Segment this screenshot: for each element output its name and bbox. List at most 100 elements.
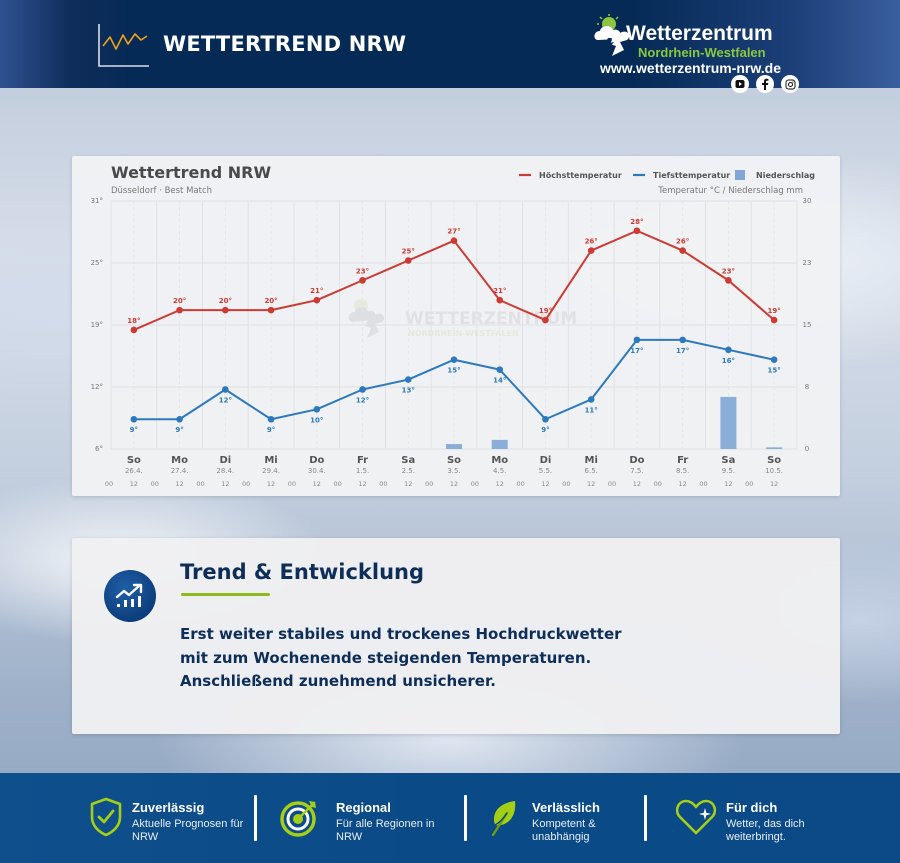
data-label: 11° bbox=[585, 406, 598, 414]
day-label: Fr bbox=[357, 455, 368, 466]
page-title: WETTERTREND NRW bbox=[163, 32, 407, 56]
data-label: 9° bbox=[130, 426, 138, 434]
youtube-icon[interactable] bbox=[731, 75, 749, 93]
chart-title: Wettertrend NRW bbox=[111, 163, 271, 182]
chart-card: Wettertrend NRW Düsseldorf · Best Match … bbox=[72, 156, 840, 496]
data-label: 26° bbox=[676, 238, 689, 246]
hour-label: 00 bbox=[516, 480, 524, 488]
data-label: 15° bbox=[447, 367, 460, 375]
data-label: 28° bbox=[630, 218, 643, 226]
day-label: So bbox=[127, 455, 141, 466]
y2-axis-tick: 0 bbox=[805, 445, 809, 453]
data-point bbox=[770, 316, 778, 324]
hour-label: 12 bbox=[770, 480, 778, 488]
date-label: 30.4. bbox=[308, 467, 326, 475]
trend-card: Trend & Entwicklung Erst weiter stabiles… bbox=[72, 538, 840, 734]
feature-title: Verlässlich bbox=[532, 800, 600, 815]
data-point bbox=[679, 336, 686, 344]
feature-desc: Wetter, das dich weiterbringt. bbox=[726, 818, 805, 843]
hour-label: 12 bbox=[679, 480, 687, 488]
data-label: 9° bbox=[175, 426, 183, 434]
data-point bbox=[633, 336, 641, 344]
precipitation-bars bbox=[446, 396, 783, 449]
facebook-icon[interactable] bbox=[756, 75, 774, 93]
trend-up-chart-icon bbox=[104, 570, 156, 622]
hour-label: 00 bbox=[105, 480, 113, 488]
date-label: 9.5. bbox=[722, 467, 735, 475]
chart-subtitle: Düsseldorf · Best Match bbox=[111, 186, 212, 196]
day-label: Sa bbox=[721, 455, 735, 466]
hour-label: 12 bbox=[267, 480, 275, 488]
data-point bbox=[633, 227, 641, 235]
date-label: 5.5. bbox=[539, 467, 552, 475]
precip-bar bbox=[446, 444, 462, 449]
hour-label: 00 bbox=[242, 480, 250, 488]
legend-item: Tiefsttemperatur bbox=[653, 171, 730, 180]
date-label: 29.4. bbox=[262, 467, 280, 475]
hour-label: 00 bbox=[745, 480, 753, 488]
instagram-icon[interactable] bbox=[781, 75, 799, 93]
feature-desc: Aktuelle Prognosen für NRW bbox=[132, 818, 244, 843]
brand-region: Nordrhein-Westfalen bbox=[638, 45, 766, 60]
hour-label: 12 bbox=[130, 480, 138, 488]
y2-axis-tick: 15 bbox=[803, 321, 812, 329]
data-point bbox=[587, 396, 595, 403]
hour-label: 12 bbox=[633, 480, 641, 488]
hour-label: 12 bbox=[175, 480, 183, 488]
feature-title: Zuverlässig bbox=[132, 800, 205, 815]
date-label: 4.5. bbox=[493, 467, 506, 475]
data-label: 20° bbox=[264, 297, 277, 305]
day-label: Mi bbox=[264, 455, 277, 466]
data-label: 13° bbox=[402, 387, 415, 395]
brand-url-link[interactable]: www.wetterzentrum-nrw.de bbox=[600, 60, 781, 76]
hour-label: 12 bbox=[221, 480, 229, 488]
data-point bbox=[450, 237, 458, 244]
divider bbox=[464, 795, 467, 841]
units-label: Temperatur °C / Niederschlag mm bbox=[657, 186, 803, 196]
brand-logo[interactable]: Wetterzentrum Nordrhein-Westfalen www.we… bbox=[592, 12, 812, 92]
day-label: So bbox=[447, 455, 461, 466]
hour-label: 00 bbox=[151, 480, 159, 488]
data-label: 10° bbox=[310, 416, 323, 424]
hour-label: 12 bbox=[313, 480, 321, 488]
chart-legend: Höchsttemperatur Tiefsttemperatur Niedersc… bbox=[519, 170, 815, 180]
date-label: 8.5. bbox=[676, 467, 689, 475]
weather-trend-chart: Wettertrend NRW Düsseldorf · Best Match … bbox=[91, 163, 816, 488]
day-label: Mo bbox=[171, 455, 188, 466]
trend-chart-icon bbox=[98, 24, 149, 67]
hour-label: 12 bbox=[587, 480, 595, 488]
divider bbox=[254, 795, 257, 841]
data-label: 12° bbox=[219, 396, 232, 404]
data-point bbox=[222, 306, 229, 314]
day-label: Mi bbox=[585, 455, 598, 466]
data-label: 21° bbox=[310, 287, 323, 295]
temperature-lines: 18° 20° 20° 20° 21° 23° 25° 27° 21° 19° 26° 28° 26° 2… bbox=[127, 218, 781, 434]
data-point bbox=[542, 316, 549, 324]
hour-label: 12 bbox=[496, 480, 504, 488]
data-point bbox=[359, 386, 366, 393]
data-label: 18° bbox=[127, 317, 140, 325]
hour-label: 00 bbox=[608, 480, 616, 488]
data-label: 14° bbox=[493, 377, 506, 385]
feature-fuer-dich: Für dich Wetter, das dich weiterbringt. bbox=[674, 773, 834, 863]
date-label: 2.5. bbox=[402, 467, 415, 475]
trend-line: Anschließend zunehmend unsicherer. bbox=[180, 672, 496, 690]
data-label: 17° bbox=[630, 347, 643, 355]
data-label: 23° bbox=[356, 267, 369, 275]
date-label: 26.4. bbox=[125, 467, 143, 475]
chart-grid bbox=[110, 200, 798, 450]
watermark: WETTERZENTRUM NORDRHEIN-WESTFALEN bbox=[348, 299, 577, 338]
day-label: Sa bbox=[401, 455, 415, 466]
target-icon bbox=[280, 801, 316, 837]
feature-regional: Regional Für alle Regionen in NRW bbox=[278, 773, 458, 863]
data-label: 20° bbox=[173, 297, 186, 305]
data-label: 27° bbox=[447, 228, 460, 236]
day-label: Di bbox=[219, 455, 231, 466]
date-label: 28.4. bbox=[216, 467, 234, 475]
feature-title: Für dich bbox=[726, 800, 778, 815]
data-label: 23° bbox=[722, 267, 735, 275]
precip-bar bbox=[766, 447, 783, 449]
y-axis-tick: 19° bbox=[91, 321, 103, 329]
header-banner: WETTERTREND NRW Wetterzentrum Nordrhein-… bbox=[0, 0, 900, 93]
day-label: Do bbox=[629, 455, 644, 466]
